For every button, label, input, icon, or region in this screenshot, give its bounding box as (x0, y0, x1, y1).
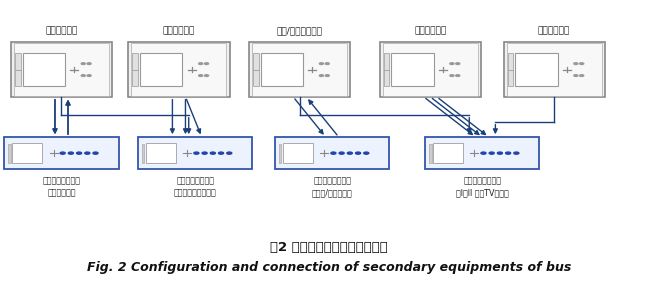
Circle shape (93, 152, 98, 154)
Text: 数字二次回路装置
（线路间隔）: 数字二次回路装置 （线路间隔） (43, 176, 80, 197)
Text: 数字二次回路装置
（主变高压侧间隔）: 数字二次回路装置 （主变高压侧间隔） (174, 176, 216, 197)
Bar (128, 42, 230, 97)
Bar (503, 42, 605, 97)
Circle shape (205, 75, 209, 76)
Bar (253, 70, 259, 86)
Circle shape (514, 152, 519, 154)
Bar (507, 70, 513, 86)
Bar (384, 53, 389, 70)
Bar (507, 43, 601, 96)
Bar (384, 70, 389, 86)
Bar (132, 70, 138, 86)
Circle shape (218, 152, 224, 154)
Bar (433, 143, 463, 163)
Bar (392, 53, 434, 86)
Bar (425, 137, 540, 169)
Circle shape (456, 75, 460, 76)
Text: 母线测控装置: 母线测控装置 (538, 26, 570, 36)
Bar (5, 137, 118, 169)
Bar (283, 143, 313, 163)
Circle shape (325, 75, 329, 76)
Circle shape (199, 63, 203, 64)
Text: 主变保护装置: 主变保护装置 (163, 26, 195, 36)
Circle shape (450, 75, 454, 76)
Circle shape (211, 152, 215, 154)
Bar (428, 143, 432, 163)
Text: Fig. 2 Configuration and connection of secondary equipments of bus: Fig. 2 Configuration and connection of s… (87, 261, 571, 274)
Bar (275, 137, 390, 169)
Circle shape (85, 152, 89, 154)
Text: 母联/分段保护装置: 母联/分段保护装置 (276, 26, 322, 36)
Bar (141, 143, 145, 163)
Text: 数字二次回路装置
（母联/分段间隔）: 数字二次回路装置 （母联/分段间隔） (312, 176, 353, 197)
Circle shape (319, 75, 323, 76)
Bar (382, 43, 478, 96)
Bar (146, 143, 176, 163)
Text: 线路保护装置: 线路保护装置 (45, 26, 78, 36)
Circle shape (331, 152, 336, 154)
Text: 母线保护装置: 母线保护装置 (414, 26, 446, 36)
Bar (253, 53, 259, 70)
Text: 数字二次回路装置
（I、II 母线TV间隔）: 数字二次回路装置 （I、II 母线TV间隔） (456, 176, 509, 197)
Bar (15, 53, 20, 70)
Circle shape (497, 152, 503, 154)
Circle shape (205, 63, 209, 64)
Circle shape (60, 152, 65, 154)
Circle shape (81, 63, 86, 64)
Circle shape (339, 152, 344, 154)
Bar (22, 53, 65, 86)
Circle shape (227, 152, 232, 154)
Circle shape (87, 63, 91, 64)
Bar (507, 53, 513, 70)
Circle shape (202, 152, 207, 154)
Circle shape (481, 152, 486, 154)
Circle shape (68, 152, 74, 154)
Bar (8, 143, 11, 163)
Bar (14, 43, 109, 96)
Bar (13, 143, 42, 163)
Circle shape (319, 63, 323, 64)
Bar (261, 53, 303, 86)
Circle shape (580, 75, 584, 76)
Bar (380, 42, 481, 97)
Bar (252, 43, 347, 96)
Circle shape (347, 152, 352, 154)
Circle shape (364, 152, 368, 154)
Circle shape (450, 63, 454, 64)
Circle shape (87, 75, 91, 76)
Circle shape (456, 63, 460, 64)
Bar (249, 42, 350, 97)
Bar (278, 143, 282, 163)
Circle shape (580, 63, 584, 64)
Circle shape (489, 152, 494, 154)
Bar (11, 42, 112, 97)
Text: 图2 母线二次设备配置与连接图: 图2 母线二次设备配置与连接图 (270, 241, 388, 254)
Bar (138, 137, 252, 169)
Bar (515, 53, 557, 86)
Circle shape (199, 75, 203, 76)
Circle shape (76, 152, 82, 154)
Circle shape (81, 75, 86, 76)
Circle shape (325, 63, 329, 64)
Circle shape (505, 152, 511, 154)
Bar (15, 70, 20, 86)
Circle shape (194, 152, 199, 154)
Circle shape (355, 152, 361, 154)
Circle shape (574, 75, 578, 76)
Bar (140, 53, 182, 86)
Bar (132, 43, 226, 96)
Bar (132, 53, 138, 70)
Circle shape (574, 63, 578, 64)
